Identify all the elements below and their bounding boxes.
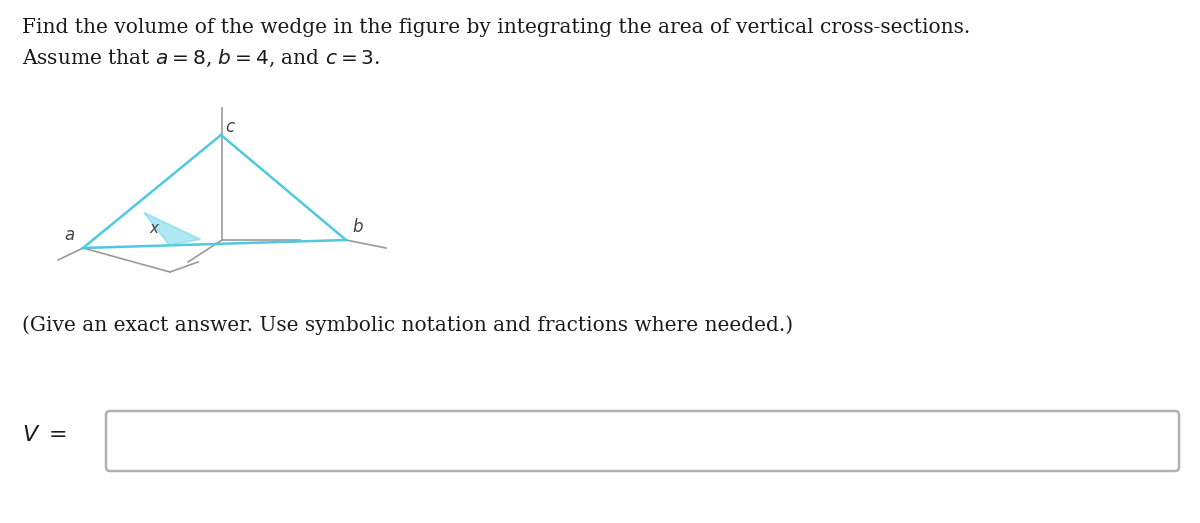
Text: $c$: $c$ bbox=[226, 119, 236, 136]
Text: $b$: $b$ bbox=[352, 218, 364, 236]
Text: (Give an exact answer. Use symbolic notation and fractions where needed.): (Give an exact answer. Use symbolic nota… bbox=[22, 315, 793, 335]
Text: $a$: $a$ bbox=[64, 227, 74, 244]
Text: $V\ =$: $V\ =$ bbox=[22, 424, 67, 446]
Polygon shape bbox=[144, 212, 200, 245]
Text: Find the volume of the wedge in the figure by integrating the area of vertical c: Find the volume of the wedge in the figu… bbox=[22, 18, 971, 37]
Text: Assume that $a = 8$, $b = 4$, and $c = 3$.: Assume that $a = 8$, $b = 4$, and $c = 3… bbox=[22, 48, 380, 69]
FancyBboxPatch shape bbox=[106, 411, 1178, 471]
Text: $x$: $x$ bbox=[149, 222, 161, 236]
